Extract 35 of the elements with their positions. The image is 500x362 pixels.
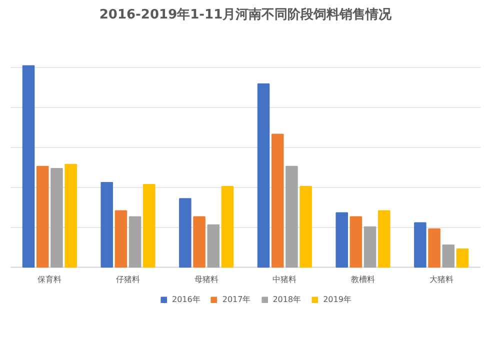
bar — [300, 186, 312, 268]
bar — [114, 210, 128, 268]
bar — [50, 168, 63, 268]
bar — [22, 65, 35, 268]
bar — [36, 166, 49, 268]
bar — [128, 216, 142, 268]
x-tick-label: 保育料 — [38, 275, 62, 284]
bar — [179, 198, 192, 268]
bar — [378, 210, 390, 268]
x-tick-label: 母猪料 — [194, 275, 218, 284]
bar — [257, 83, 270, 268]
bar — [193, 216, 206, 268]
bar — [350, 216, 362, 268]
bar — [456, 248, 469, 268]
x-tick-label: 教槽料 — [351, 275, 375, 284]
bar — [428, 228, 440, 268]
bar — [336, 212, 348, 268]
x-tick-label: 仔猪料 — [116, 275, 140, 284]
x-tick-label: 大猪料 — [429, 275, 454, 284]
legend-label: 2019年 — [323, 294, 352, 305]
bar — [286, 166, 298, 268]
legend-label: 2016年 — [172, 294, 200, 305]
bar — [442, 244, 455, 268]
bar — [271, 134, 284, 268]
legend-label: 2018年 — [272, 294, 302, 305]
legend-label: 2017年 — [222, 294, 251, 305]
x-tick-label: 中猪料 — [272, 275, 297, 284]
bar — [221, 186, 234, 268]
bar — [100, 182, 113, 268]
bar — [143, 184, 156, 268]
bar — [364, 226, 376, 268]
bar — [414, 222, 426, 268]
bar — [64, 164, 77, 268]
bar — [207, 224, 220, 268]
chart-title: 2016-2019年1-11月河南不同阶段饲料销售情况 — [99, 8, 393, 22]
